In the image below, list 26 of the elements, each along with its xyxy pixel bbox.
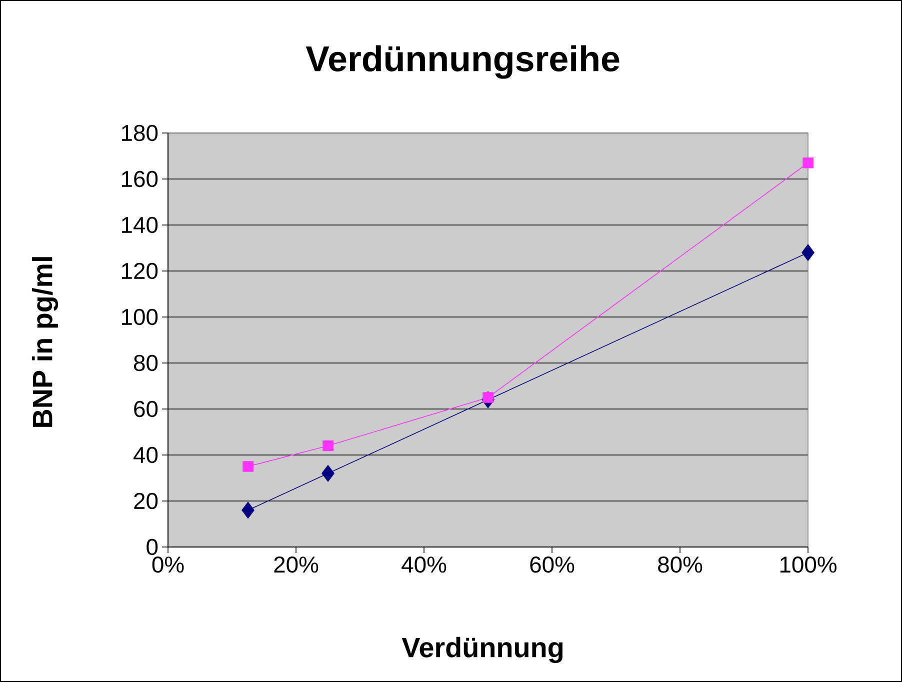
point [802, 244, 814, 261]
point [482, 392, 494, 403]
chart-title: Verdünnungsreihe [306, 45, 620, 79]
point [242, 502, 254, 519]
y-tick-label: 100 [122, 308, 158, 326]
y-tick-label: 20 [134, 492, 158, 510]
y-tick-label: 40 [134, 446, 158, 464]
x-tick-label: 40% [402, 556, 446, 573]
y-tick-label: 0 [146, 538, 158, 556]
y-tick-label: 140 [122, 216, 158, 234]
x-tick-label: 80% [658, 556, 702, 573]
point [802, 157, 814, 168]
point [322, 440, 334, 452]
y-tick-label: 80 [134, 354, 158, 372]
x-axis-title: Verdünnung [402, 636, 563, 664]
x-tick-label: 20% [274, 556, 318, 573]
y-tick-label: 60 [134, 400, 158, 418]
point [242, 461, 254, 472]
y-tick-label: 120 [122, 262, 158, 280]
y-tick-label: 180 [122, 124, 158, 142]
y-axis-title: BNP in pg/ml [32, 257, 58, 427]
x-tick-label: 60% [530, 556, 574, 573]
point [322, 464, 334, 482]
x-tick-label: 0% [152, 556, 184, 573]
y-tick-label: 160 [122, 170, 158, 188]
x-tick-label: 100% [780, 556, 836, 573]
